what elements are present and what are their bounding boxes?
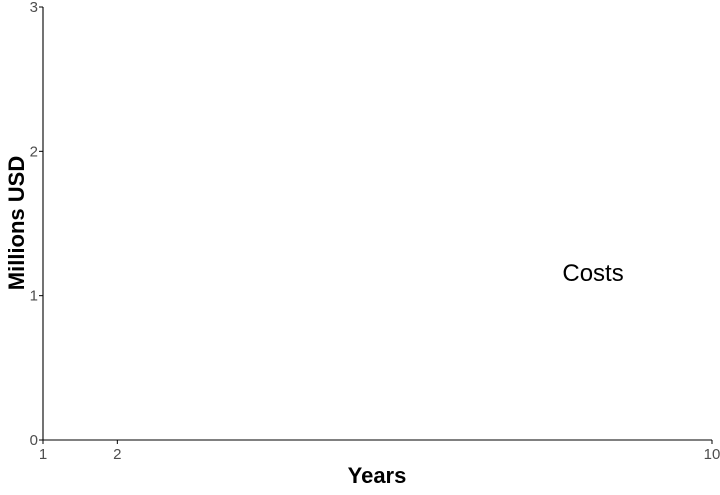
x-axis-title: Years [348,463,407,488]
x-tick-label: 2 [113,446,121,463]
x-tick-label: 1 [39,446,47,463]
x-ticks: 1 2 10 [39,440,720,463]
annotations: Costs [562,260,623,287]
y-tick-label: 1 [30,288,38,305]
annotation-label: Costs [562,260,623,287]
y-ticks: 0 1 2 3 [30,0,43,449]
x-tick-label: 10 [704,446,720,463]
y-tick-label: 0 [30,432,38,449]
y-axis-title: Millions USD [4,156,29,290]
x-axis: 1 2 10 [39,439,720,463]
y-axis: 0 1 2 3 [30,0,44,449]
y-tick-label: 2 [30,143,38,160]
y-tick-label: 3 [30,0,38,16]
